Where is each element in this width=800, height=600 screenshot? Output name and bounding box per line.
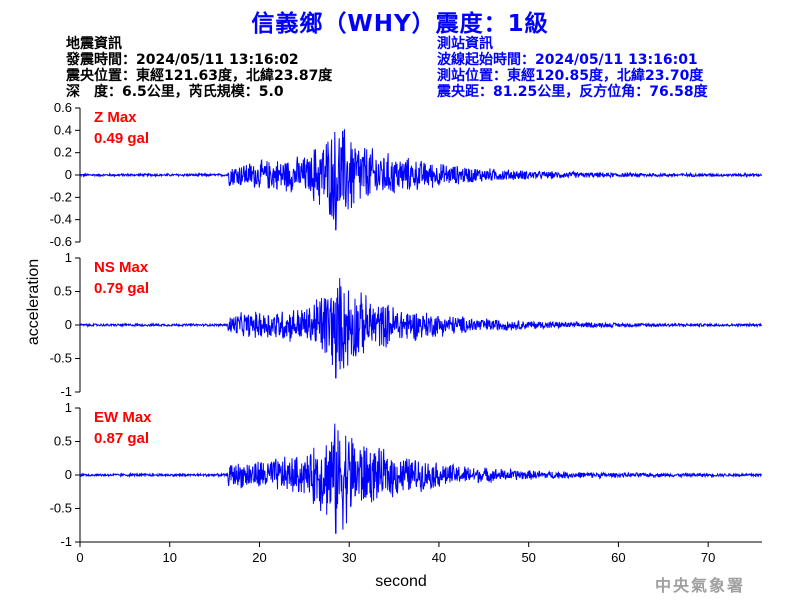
y-tick-label: -0.6 <box>50 234 72 249</box>
max-value: 0.49 gal <box>94 130 149 147</box>
y-tick-label: 0 <box>65 167 72 182</box>
station-info-heading: 測站資訊 <box>437 36 493 52</box>
y-tick-label: 1 <box>65 250 72 265</box>
max-value: 0.87 gal <box>94 430 149 447</box>
y-tick-label: 0.2 <box>54 145 72 160</box>
max-value: 0.79 gal <box>94 280 149 297</box>
y-tick-label: -0.5 <box>50 501 72 516</box>
panel-ew: 1 0.5 0 -0.5 -1 EW Max 0.87 gal <box>50 400 762 549</box>
panel-z: 0.6 0.4 0.2 0 -0.2 -0.4 -0.6 Z Max 0.49 gal <box>50 100 763 249</box>
agency-name: 中央氣象署 <box>655 576 746 595</box>
y-tick-label: 0.4 <box>54 122 72 137</box>
origin-time: 發震時間：2024/05/11 13:16:02 <box>66 52 299 68</box>
x-tick-label: 40 <box>432 550 446 565</box>
max-label: NS Max <box>94 259 149 276</box>
y-tick-label: -0.2 <box>50 189 72 204</box>
y-tick-label: -0.5 <box>50 351 72 366</box>
x-tick-label: 60 <box>611 550 625 565</box>
epicenter-location: 震央位置：東經121.63度，北緯23.87度 <box>66 68 333 84</box>
waveform-trace <box>79 128 763 231</box>
wave-start-time: 波線起始時間：2024/05/11 13:16:01 <box>437 52 698 68</box>
x-axis-label: second <box>375 573 427 590</box>
y-tick-label: 0.5 <box>54 434 72 449</box>
y-tick-label: 0.5 <box>54 284 72 299</box>
y-tick-label: -1 <box>60 384 72 399</box>
station-location: 測站位置：東經120.85度，北緯23.70度 <box>437 68 704 84</box>
y-tick-label: 0 <box>65 467 72 482</box>
max-label: Z Max <box>94 109 137 126</box>
x-tick-label: 0 <box>76 550 83 565</box>
x-tick-label: 70 <box>701 550 715 565</box>
panel-ns: 1 0.5 0 -0.5 -1 NS Max 0.79 gal <box>50 250 762 399</box>
earthquake-info: 地震資訊 發震時間：2024/05/11 13:16:02 震央位置：東經121… <box>66 36 332 100</box>
x-tick-label: 50 <box>521 550 535 565</box>
depth-magnitude: 深 度：6.5公里，芮氏規模：5.0 <box>66 84 284 100</box>
waveform-trace <box>79 423 762 534</box>
x-tick-label: 20 <box>252 550 266 565</box>
x-tick-label: 10 <box>163 550 177 565</box>
epicentral-distance: 震央距：81.25公里，反方位角：76.58度 <box>437 84 708 100</box>
y-tick-label: 0 <box>65 317 72 332</box>
y-axis-label: acceleration <box>25 259 42 345</box>
chart-title: 信義鄉（WHY）震度：1級 <box>251 11 549 37</box>
y-tick-label: 1 <box>65 400 72 415</box>
station-info: 測站資訊 波線起始時間：2024/05/11 13:16:01 測站位置：東經1… <box>437 36 708 100</box>
y-tick-label: 0.6 <box>54 100 72 115</box>
max-label: EW Max <box>94 409 152 426</box>
y-tick-label: -1 <box>60 534 72 549</box>
x-tick-label: 30 <box>342 550 356 565</box>
waveform-trace <box>79 278 762 379</box>
earthquake-info-heading: 地震資訊 <box>66 36 122 52</box>
y-tick-label: -0.4 <box>50 212 72 227</box>
